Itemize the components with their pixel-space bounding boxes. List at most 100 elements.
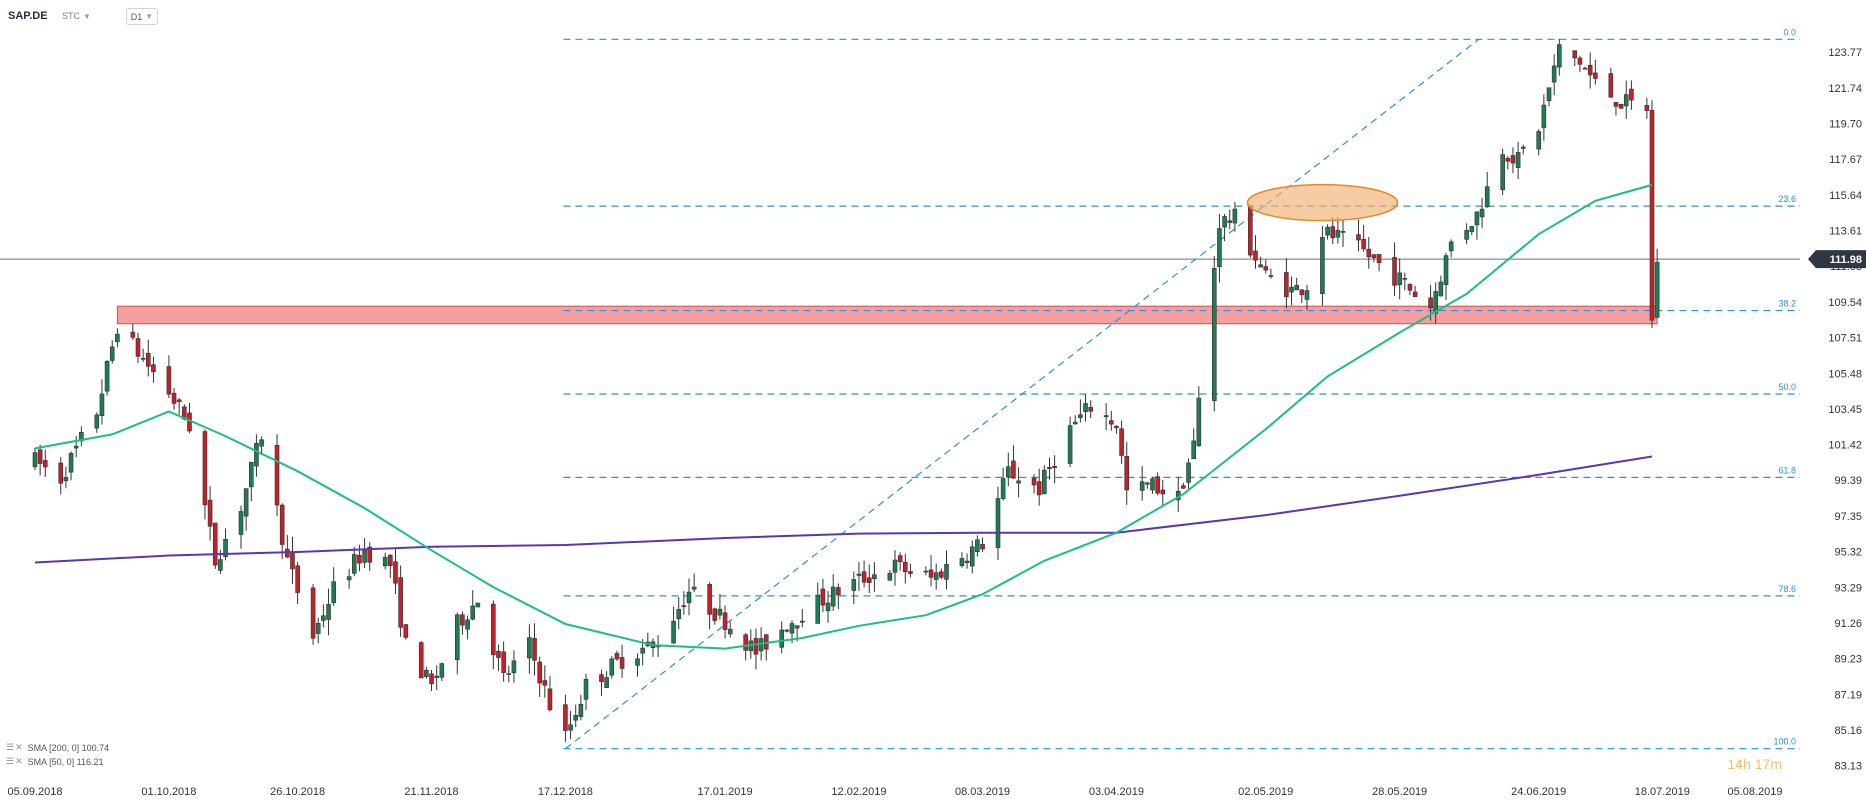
candle <box>135 338 141 357</box>
candle <box>1469 226 1475 232</box>
chevron-down-icon: ▼ <box>83 11 91 21</box>
candle <box>800 620 805 623</box>
candle <box>964 560 970 564</box>
y-tick-label: 109.54 <box>1828 297 1862 309</box>
candle <box>928 569 934 578</box>
candle <box>872 574 877 580</box>
candle <box>279 504 285 545</box>
symbol-label[interactable]: SAP.DE <box>8 10 48 22</box>
candle <box>1047 466 1052 469</box>
candle <box>1263 266 1269 271</box>
candle <box>1407 284 1413 291</box>
candle <box>506 673 512 675</box>
candle <box>902 561 908 573</box>
candle <box>1474 211 1480 226</box>
candle <box>1587 64 1593 76</box>
y-tick-label: 103.45 <box>1828 404 1862 416</box>
candle <box>42 460 48 468</box>
candle <box>547 688 553 711</box>
candle <box>496 651 501 658</box>
support-zone <box>116 305 1658 325</box>
candle <box>676 609 682 620</box>
candle <box>1376 254 1382 263</box>
candle <box>1479 208 1485 218</box>
candle <box>635 658 640 666</box>
timeframe-selector[interactable]: D1 ▼ <box>126 8 158 25</box>
candle <box>1397 272 1402 285</box>
x-tick-label: 18.07.2019 <box>1635 786 1690 798</box>
last-price-label: 111.98 <box>1830 254 1862 266</box>
candle <box>73 445 79 449</box>
candle <box>1366 248 1372 258</box>
candle <box>640 647 645 654</box>
candle <box>1613 102 1619 107</box>
exchange-selector[interactable]: STC ▼ <box>62 8 91 24</box>
indicator-label: SMA [200, 0] 100.74 <box>27 742 110 753</box>
candle <box>1016 480 1021 484</box>
candle <box>681 605 687 608</box>
candle <box>794 625 800 629</box>
candle <box>1593 72 1598 79</box>
candle <box>362 549 367 563</box>
candle <box>1155 476 1160 494</box>
candle <box>475 602 481 608</box>
timer-label: 14h 17m <box>1728 756 1782 772</box>
candle <box>393 561 398 584</box>
candle <box>429 673 434 685</box>
candle <box>424 669 429 677</box>
candle <box>727 628 733 635</box>
fib-level-label: 78.6 <box>1778 584 1796 594</box>
last-price-badge <box>1808 250 1866 269</box>
candle <box>1644 105 1650 111</box>
x-tick-label: 17.12.2018 <box>538 786 593 798</box>
candle <box>1428 297 1433 309</box>
candle <box>491 603 496 656</box>
candle <box>815 594 821 624</box>
candle <box>1232 208 1238 224</box>
x-tick-label: 26.10.2018 <box>270 786 325 798</box>
candle <box>1371 254 1377 258</box>
candle <box>686 591 692 604</box>
candle <box>609 658 615 676</box>
candle <box>1211 268 1217 401</box>
candle <box>537 661 542 684</box>
candle <box>351 554 357 574</box>
settings-icon[interactable]: ☰✕ <box>6 756 24 766</box>
x-tick-label: 03.04.2019 <box>1089 786 1144 798</box>
candle <box>1196 397 1202 446</box>
candle <box>1186 462 1191 483</box>
candle <box>604 677 609 689</box>
candle <box>1299 289 1305 296</box>
candle <box>851 579 857 591</box>
x-tick-label: 02.05.2019 <box>1238 786 1293 798</box>
candle <box>573 715 579 721</box>
y-tick-label: 83.13 <box>1834 761 1862 773</box>
candle <box>542 680 548 686</box>
candle <box>532 638 537 661</box>
candle <box>290 552 295 570</box>
candle <box>140 357 146 360</box>
candle <box>619 657 625 669</box>
candle <box>1072 421 1078 425</box>
x-tick-label: 05.09.2018 <box>7 786 62 798</box>
candle <box>454 614 460 661</box>
indicator-legend-sma200[interactable]: ☰✕ SMA [200, 0] 100.74 <box>6 742 109 753</box>
candle <box>434 675 439 679</box>
candle <box>1335 230 1341 238</box>
y-tick-label: 113.61 <box>1829 226 1862 238</box>
settings-icon[interactable]: ☰✕ <box>6 742 24 752</box>
candle <box>1258 264 1263 268</box>
y-tick-label: 85.16 <box>1834 725 1862 737</box>
candle <box>1191 440 1196 460</box>
candle <box>1289 286 1294 293</box>
candles <box>32 38 1660 742</box>
indicator-legend-sma50[interactable]: ☰✕ SMA [50, 0] 116.21 <box>6 756 104 767</box>
candle <box>331 581 336 604</box>
candle <box>37 449 43 464</box>
candle <box>315 623 321 634</box>
candle <box>1464 230 1469 240</box>
candle <box>1114 426 1119 429</box>
candle <box>712 608 718 621</box>
candle <box>887 572 893 581</box>
